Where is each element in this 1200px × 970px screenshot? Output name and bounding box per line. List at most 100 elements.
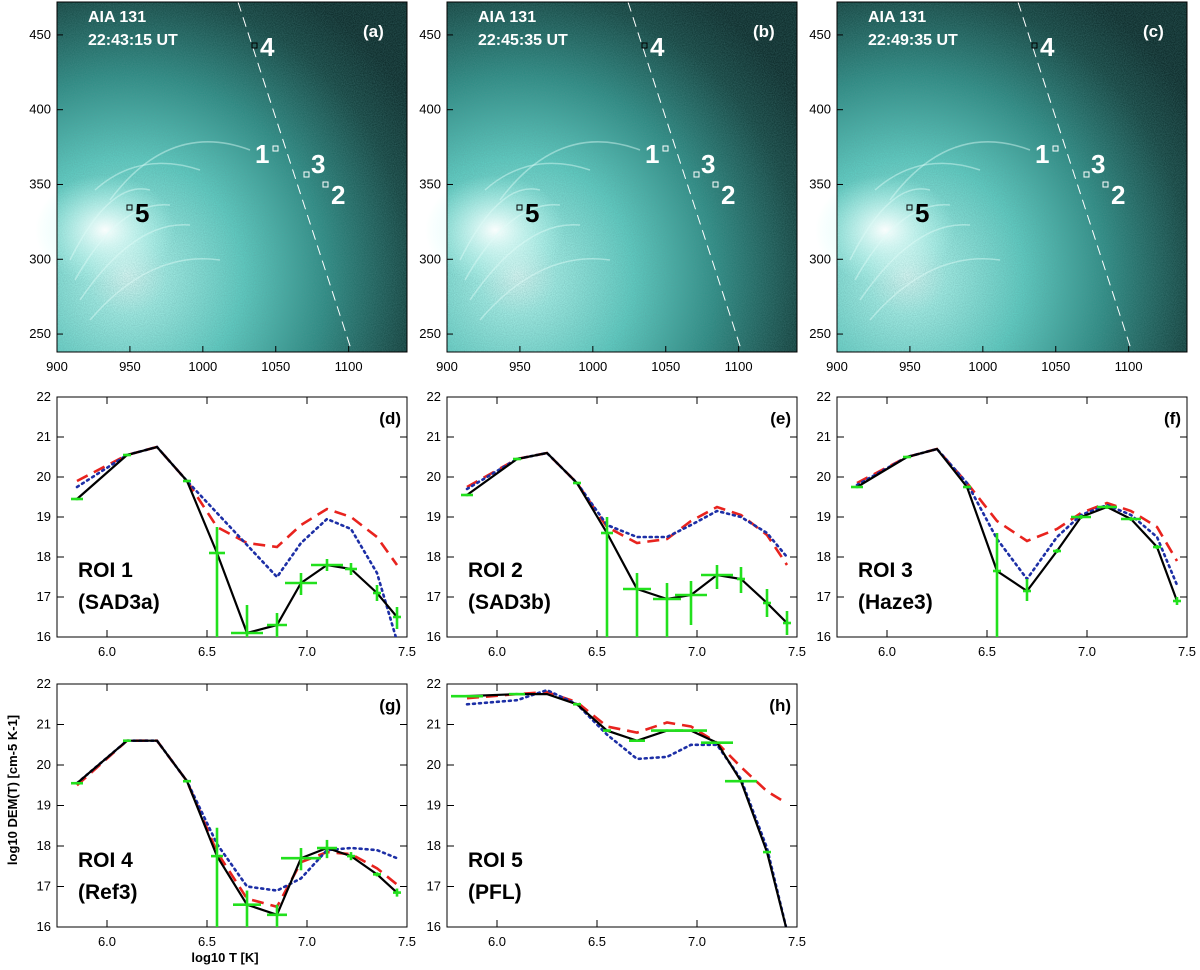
roi-marker-4 [641, 42, 648, 49]
y-tick-label: 18 [37, 549, 51, 564]
y-tick-label: 250 [419, 326, 441, 341]
image-axes-b: 900 950 1000 1050 1100 450 400 350 300 250 [419, 1, 798, 374]
y-tick-label: 16 [37, 629, 51, 644]
x-tick-label: 6.0 [488, 644, 506, 659]
roi-subtitle: (PFL) [468, 881, 522, 904]
y-tick-label: 300 [809, 251, 831, 266]
series-line-dem [466, 692, 788, 927]
x-tick-label: 1050 [1041, 359, 1070, 374]
roi-markers-a: 4 1 3 2 5 [126, 32, 345, 228]
roi-marker-2 [322, 181, 329, 188]
roi-title: ROI 3 [858, 559, 913, 582]
y-tick-label: 16 [427, 629, 441, 644]
y-tick-label: 20 [427, 469, 441, 484]
image-frame [446, 1, 798, 353]
roi-marker-4 [251, 42, 258, 49]
x-tick-label: 7.5 [1178, 644, 1196, 659]
dem-plot-e: 6.0 6.5 7.0 7.5 16 17 18 19 20 21 22 (e) ROI 2 (SAD3b… [427, 389, 807, 659]
image-axes-c: 900 950 1000 1050 1100 450 400 350 300 250 [809, 1, 1188, 374]
panel-label: (h) [769, 696, 791, 715]
x-tick-label: 1000 [578, 359, 607, 374]
y-tick-label: 18 [427, 549, 441, 564]
roi-title: ROI 2 [468, 559, 523, 582]
y-tick-label: 17 [37, 589, 51, 604]
panel-label-b: (b) [753, 22, 775, 41]
y-tick-label: 19 [37, 798, 51, 813]
x-tick-label: 6.5 [198, 644, 216, 659]
roi-marker-5 [126, 204, 133, 211]
panel-label: (g) [379, 696, 401, 715]
y-tick-label: 19 [817, 509, 831, 524]
x-tick-label: 7.0 [688, 934, 706, 949]
x-tick-label: 950 [899, 359, 921, 374]
roi-label-4: 4 [650, 32, 665, 62]
y-tick-label: 17 [427, 879, 441, 894]
dem-plot-d: 6.0 6.5 7.0 7.5 16 17 18 19 20 21 22 (d) ROI 1 (SAD3a… [37, 389, 417, 659]
y-tick-label: 21 [427, 717, 441, 732]
panel-label: (e) [770, 409, 791, 428]
y-tick-label: 22 [37, 676, 51, 691]
x-tick-label: 900 [436, 359, 458, 374]
y-tick-label: 400 [29, 102, 51, 117]
y-tick-label: 22 [427, 389, 441, 404]
y-tick-label: 22 [37, 389, 51, 404]
roi-markers-c: 4 1 3 2 5 [906, 32, 1125, 228]
dem-plot-g: 6.0 6.5 7.0 7.5 16 17 18 19 20 21 22 (g) ROI 4 (Ref3) [37, 676, 417, 949]
loop-strands-a [69, 141, 251, 321]
y-tick-label: 18 [37, 838, 51, 853]
roi-marker-4 [1031, 42, 1038, 49]
slit-line-a [237, 1, 353, 353]
bright-core-c [815, 175, 955, 285]
y-tick-label: 21 [817, 429, 831, 444]
slit-line-b [627, 1, 743, 353]
y-tick-label: 450 [809, 27, 831, 42]
loop-strands-b [459, 141, 641, 321]
plot-frame [446, 683, 798, 928]
roi-marker-2 [1102, 181, 1109, 188]
y-tick-label: 18 [427, 838, 441, 853]
x-tick-label: 7.5 [398, 644, 416, 659]
x-tick-label: 1000 [188, 359, 217, 374]
roi-marker-5 [516, 204, 523, 211]
y-tick-label: 400 [419, 102, 441, 117]
roi-label-3: 3 [1091, 149, 1105, 179]
slit-line-c [1017, 1, 1133, 353]
y-tick-label: 400 [809, 102, 831, 117]
y-tick-label: 17 [817, 589, 831, 604]
y-tick-label: 350 [29, 176, 51, 191]
plot-area [451, 688, 788, 927]
series-line-dem [76, 445, 398, 635]
roi-marker-1 [1052, 145, 1059, 152]
series-line-dem [856, 447, 1179, 602]
plot-area [71, 739, 401, 927]
x-tick-label: 1000 [968, 359, 997, 374]
chart-layer: 900 950 1000 1050 1100 450 400 350 300 250 900 950 1… [29, 1, 1197, 949]
image-panel-c: AIA 131 22:49:35 UT (c) 4 1 3 2 5 [815, 1, 1187, 353]
y-tick-label: 20 [37, 757, 51, 772]
x-tick-label: 6.0 [98, 934, 116, 949]
roi-marker-3 [693, 171, 700, 178]
roi-label-2: 2 [331, 180, 345, 210]
image-panel-b: AIA 131 22:45:35 UT (b) 4 1 3 2 5 [425, 1, 797, 353]
instrument-label-b: AIA 131 [478, 9, 536, 26]
roi-label-5: 5 [135, 198, 149, 228]
roi-label-2: 2 [1111, 180, 1125, 210]
y-tick-label: 19 [37, 509, 51, 524]
x-tick-label: 900 [46, 359, 68, 374]
roi-marker-5 [906, 204, 913, 211]
x-tick-label: 6.5 [198, 934, 216, 949]
roi-marker-2 [712, 181, 719, 188]
panel-label: (d) [379, 409, 401, 428]
series-line-dashed [76, 739, 398, 909]
y-tick-label: 300 [29, 251, 51, 266]
instrument-label-c: AIA 131 [868, 9, 926, 26]
y-tick-label: 22 [817, 389, 831, 404]
y-tick-label: 450 [29, 27, 51, 42]
plot-area [851, 447, 1181, 637]
roi-subtitle: (Ref3) [78, 881, 138, 904]
roi-label-1: 1 [645, 139, 659, 169]
series-line-dashed [466, 690, 788, 805]
y-tick-label: 17 [37, 879, 51, 894]
x-tick-label: 1050 [651, 359, 680, 374]
dem-plot-f: 6.0 6.5 7.0 7.5 16 17 18 19 20 21 22 (f) ROI 3 (Haze3… [817, 389, 1197, 659]
